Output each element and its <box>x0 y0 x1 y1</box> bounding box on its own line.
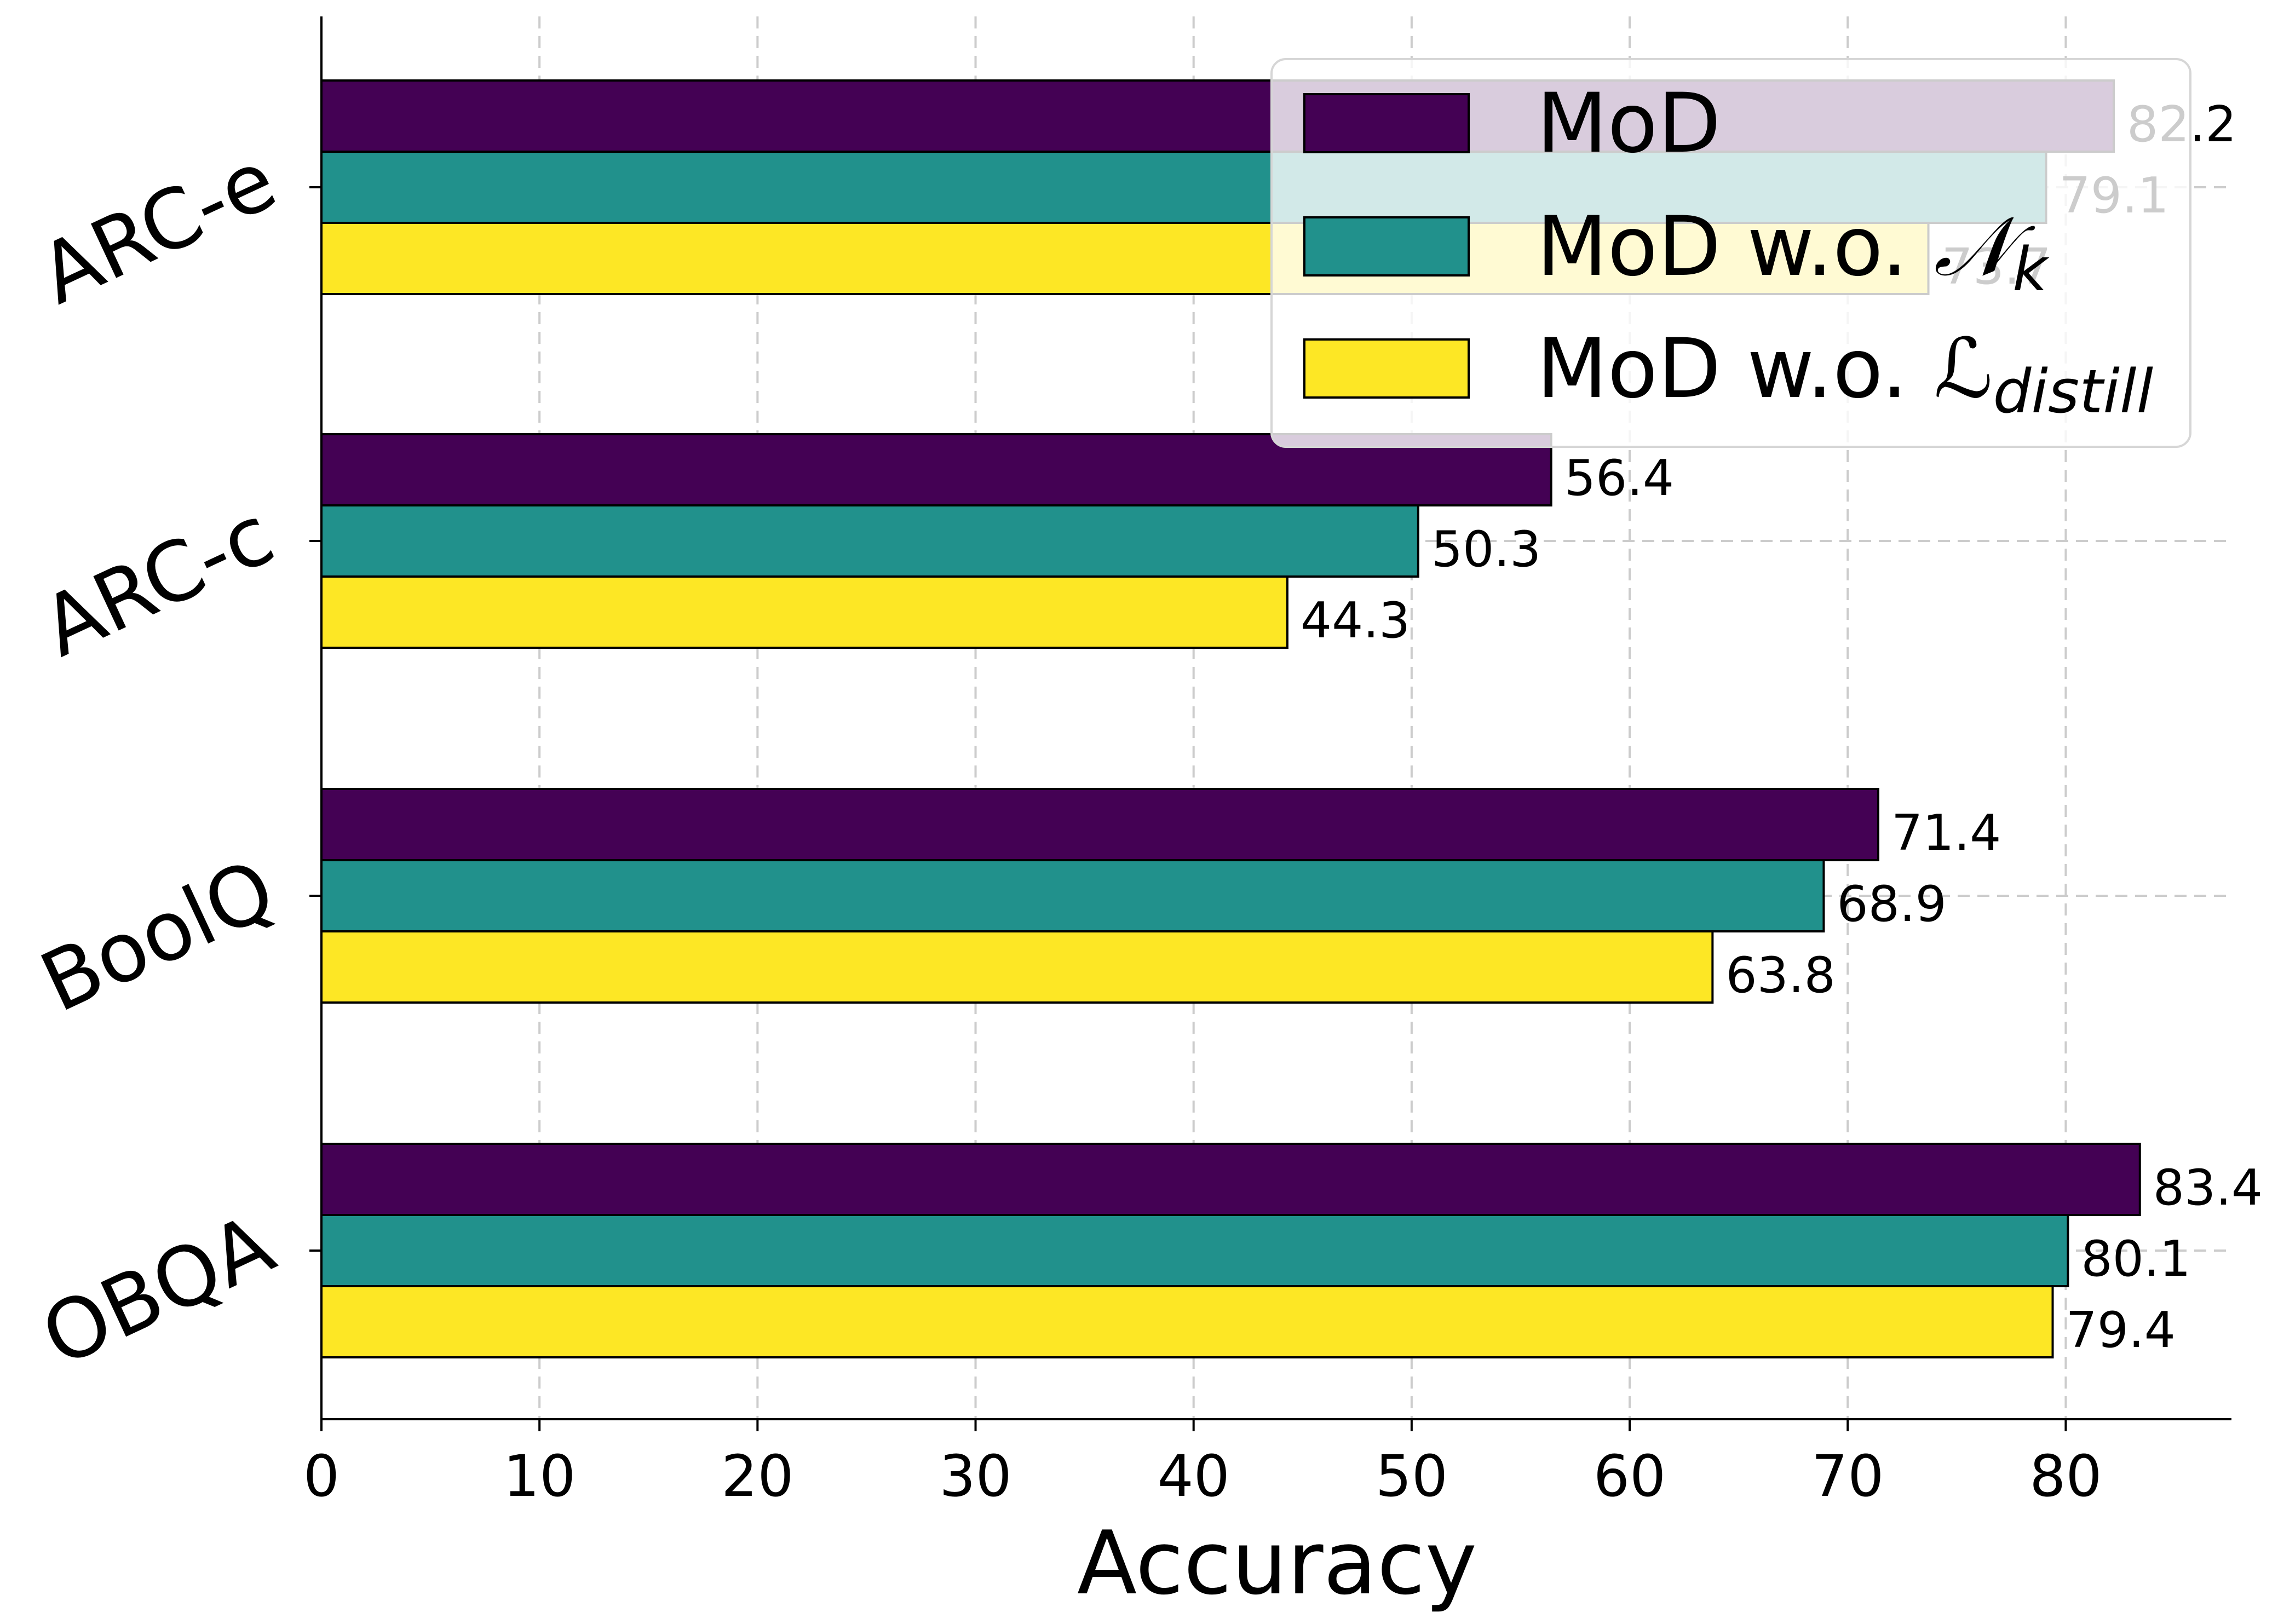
value-label: 56.4 <box>1564 450 1674 507</box>
legend-swatch <box>1303 216 1470 277</box>
category-label: BoolQ <box>27 842 289 1031</box>
bar <box>320 1214 2069 1287</box>
bar <box>320 1285 2054 1358</box>
category-label: ARC-c <box>28 487 287 676</box>
value-label: 83.4 <box>2153 1159 2263 1217</box>
value-label: 71.4 <box>1891 804 2001 862</box>
legend: MoD MoD w.o. 𝒩k MoD w.o. ℒdistill <box>1270 58 2191 448</box>
x-tick-label: 10 <box>503 1443 576 1510</box>
value-label: 80.1 <box>2081 1230 2190 1288</box>
legend-swatch <box>1303 93 1470 153</box>
x-tick-label: 80 <box>2029 1443 2102 1510</box>
value-label: 63.8 <box>1725 947 1835 1004</box>
legend-swatch <box>1303 338 1470 399</box>
x-tick-label: 40 <box>1158 1443 1230 1510</box>
value-label: 68.9 <box>1837 876 1946 933</box>
x-tick-label: 0 <box>303 1443 340 1510</box>
legend-box <box>1270 58 2191 448</box>
bar <box>320 1143 2141 1216</box>
legend-label: MoD <box>1537 76 1721 171</box>
legend-label: MoD w.o. 𝒩k <box>1537 199 2050 304</box>
value-label: 44.3 <box>1301 592 1410 649</box>
category-label: OBQA <box>28 1197 288 1385</box>
x-tick-label: 30 <box>939 1443 1011 1510</box>
bar <box>320 504 1419 578</box>
legend-label: MoD w.o. ℒdistill <box>1537 321 2153 427</box>
bar <box>320 859 1825 932</box>
value-label: 50.3 <box>1431 521 1541 578</box>
x-tick-label: 60 <box>1594 1443 1666 1510</box>
bar <box>320 788 1879 861</box>
x-tick-label: 70 <box>1811 1443 1884 1510</box>
x-tick-label: 20 <box>721 1443 793 1510</box>
category-label: ARC-e <box>26 133 290 323</box>
x-tick-label: 50 <box>1376 1443 1448 1510</box>
bar <box>320 575 1288 649</box>
value-label: 79.4 <box>2066 1301 2175 1359</box>
x-axis-title: Accuracy <box>1077 1512 1477 1614</box>
bar <box>320 930 1714 1004</box>
